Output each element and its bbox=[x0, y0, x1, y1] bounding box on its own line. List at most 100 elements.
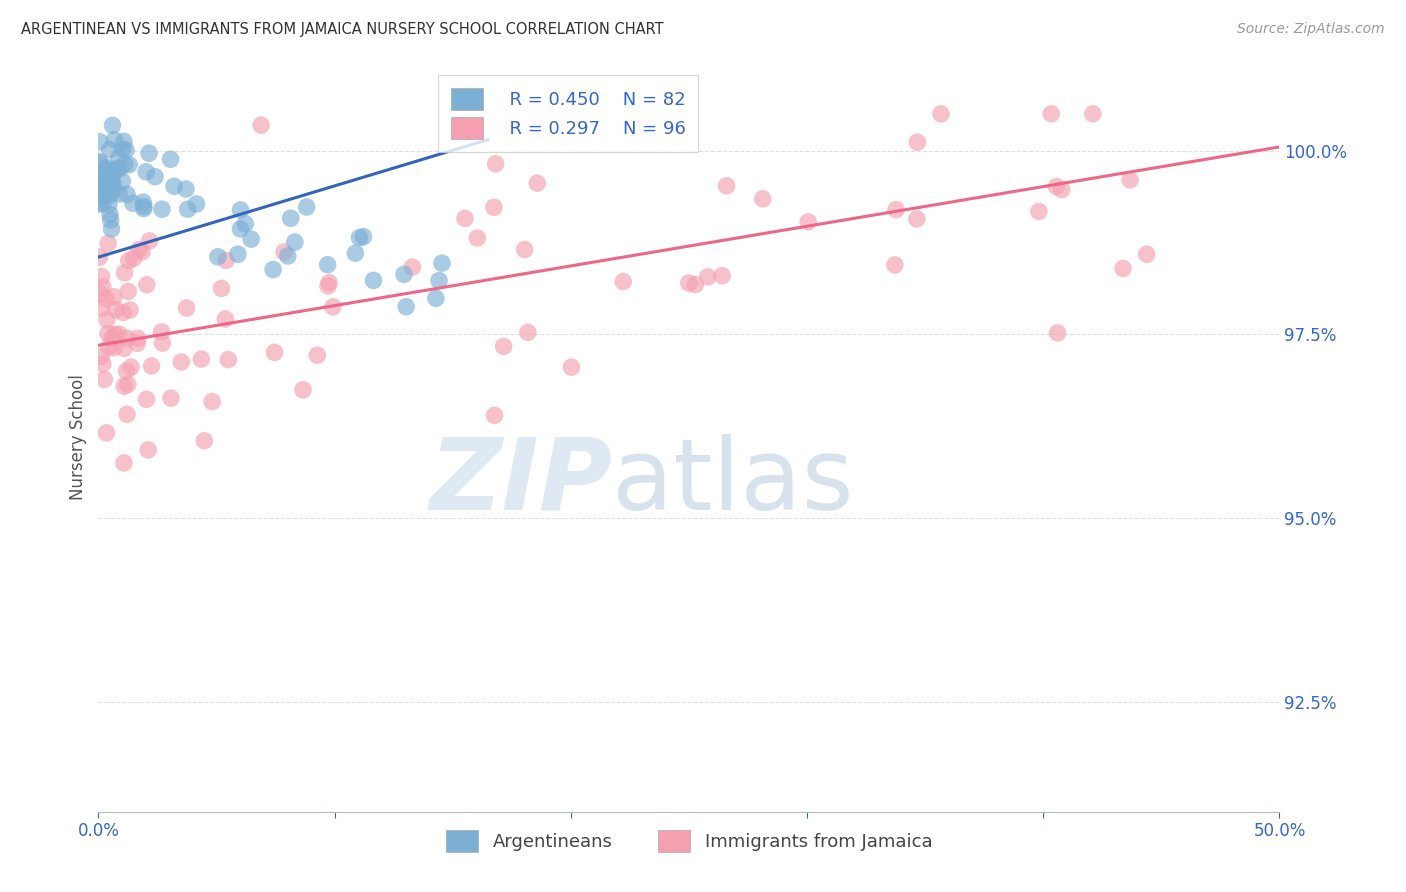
Point bbox=[752, 192, 775, 206]
Point bbox=[122, 251, 145, 265]
Point bbox=[316, 279, 339, 293]
Point bbox=[884, 202, 907, 217]
Point bbox=[193, 434, 215, 448]
Point bbox=[485, 157, 508, 171]
Point bbox=[91, 190, 114, 204]
Point bbox=[292, 383, 315, 397]
Point bbox=[150, 325, 173, 339]
Point bbox=[98, 183, 121, 197]
Point bbox=[97, 340, 120, 354]
Point bbox=[96, 312, 118, 326]
Point bbox=[883, 258, 905, 272]
Point bbox=[150, 202, 173, 217]
Point bbox=[454, 211, 477, 226]
Point bbox=[89, 250, 111, 264]
Point bbox=[91, 182, 114, 196]
Point bbox=[127, 336, 149, 351]
Point bbox=[132, 195, 155, 210]
Point bbox=[132, 199, 155, 213]
Point bbox=[322, 300, 344, 314]
Point bbox=[96, 167, 118, 181]
Point bbox=[135, 165, 157, 179]
Point bbox=[118, 303, 141, 318]
Point bbox=[115, 143, 138, 157]
Point bbox=[121, 196, 143, 211]
Point bbox=[115, 187, 138, 202]
Point bbox=[112, 456, 135, 470]
Point bbox=[127, 331, 149, 345]
Point bbox=[280, 211, 302, 226]
Point bbox=[107, 151, 129, 165]
Point bbox=[90, 175, 112, 189]
Point bbox=[295, 200, 318, 214]
Point bbox=[96, 292, 118, 306]
Point bbox=[101, 119, 124, 133]
Point bbox=[93, 186, 115, 201]
Point bbox=[560, 360, 582, 375]
Point bbox=[97, 175, 120, 189]
Point bbox=[136, 442, 159, 457]
Point bbox=[89, 154, 111, 169]
Point bbox=[138, 234, 160, 248]
Point bbox=[96, 162, 118, 177]
Point bbox=[263, 345, 285, 359]
Point bbox=[132, 202, 155, 216]
Point bbox=[98, 173, 121, 187]
Point bbox=[174, 182, 197, 196]
Point bbox=[131, 244, 153, 259]
Point bbox=[484, 409, 506, 423]
Point bbox=[143, 169, 166, 184]
Point bbox=[240, 232, 263, 246]
Point bbox=[226, 247, 249, 261]
Point bbox=[103, 133, 125, 147]
Point bbox=[93, 179, 115, 194]
Point bbox=[277, 249, 299, 263]
Point bbox=[90, 269, 112, 284]
Point bbox=[678, 276, 700, 290]
Point bbox=[97, 236, 120, 251]
Point bbox=[211, 281, 233, 295]
Point bbox=[318, 276, 340, 290]
Point bbox=[612, 275, 634, 289]
Point bbox=[111, 174, 134, 188]
Point bbox=[135, 277, 157, 292]
Point bbox=[905, 211, 928, 226]
Point bbox=[217, 352, 239, 367]
Point bbox=[176, 301, 198, 315]
Point bbox=[90, 349, 112, 363]
Point bbox=[101, 331, 124, 345]
Point bbox=[115, 364, 138, 378]
Point bbox=[395, 300, 418, 314]
Point bbox=[1046, 326, 1069, 340]
Point bbox=[284, 235, 307, 249]
Point bbox=[1040, 107, 1063, 121]
Point bbox=[1081, 107, 1104, 121]
Point bbox=[87, 156, 110, 170]
Point bbox=[516, 326, 538, 340]
Point bbox=[105, 302, 128, 317]
Point bbox=[186, 197, 208, 211]
Point bbox=[97, 197, 120, 211]
Point bbox=[401, 260, 423, 274]
Point bbox=[170, 355, 193, 369]
Point bbox=[108, 186, 131, 201]
Point bbox=[96, 164, 118, 178]
Point bbox=[1136, 247, 1159, 261]
Point bbox=[94, 170, 117, 185]
Legend: Argentineans, Immigrants from Jamaica: Argentineans, Immigrants from Jamaica bbox=[439, 822, 939, 859]
Point bbox=[363, 273, 385, 287]
Point bbox=[118, 253, 141, 268]
Point bbox=[111, 142, 134, 156]
Point bbox=[114, 266, 136, 280]
Point bbox=[685, 277, 707, 292]
Point bbox=[97, 326, 120, 341]
Point bbox=[93, 372, 115, 386]
Point bbox=[526, 176, 548, 190]
Point bbox=[128, 243, 150, 257]
Point bbox=[115, 407, 138, 421]
Point bbox=[98, 188, 121, 202]
Point bbox=[89, 197, 111, 211]
Point bbox=[91, 196, 114, 211]
Point bbox=[716, 178, 738, 193]
Point bbox=[163, 179, 186, 194]
